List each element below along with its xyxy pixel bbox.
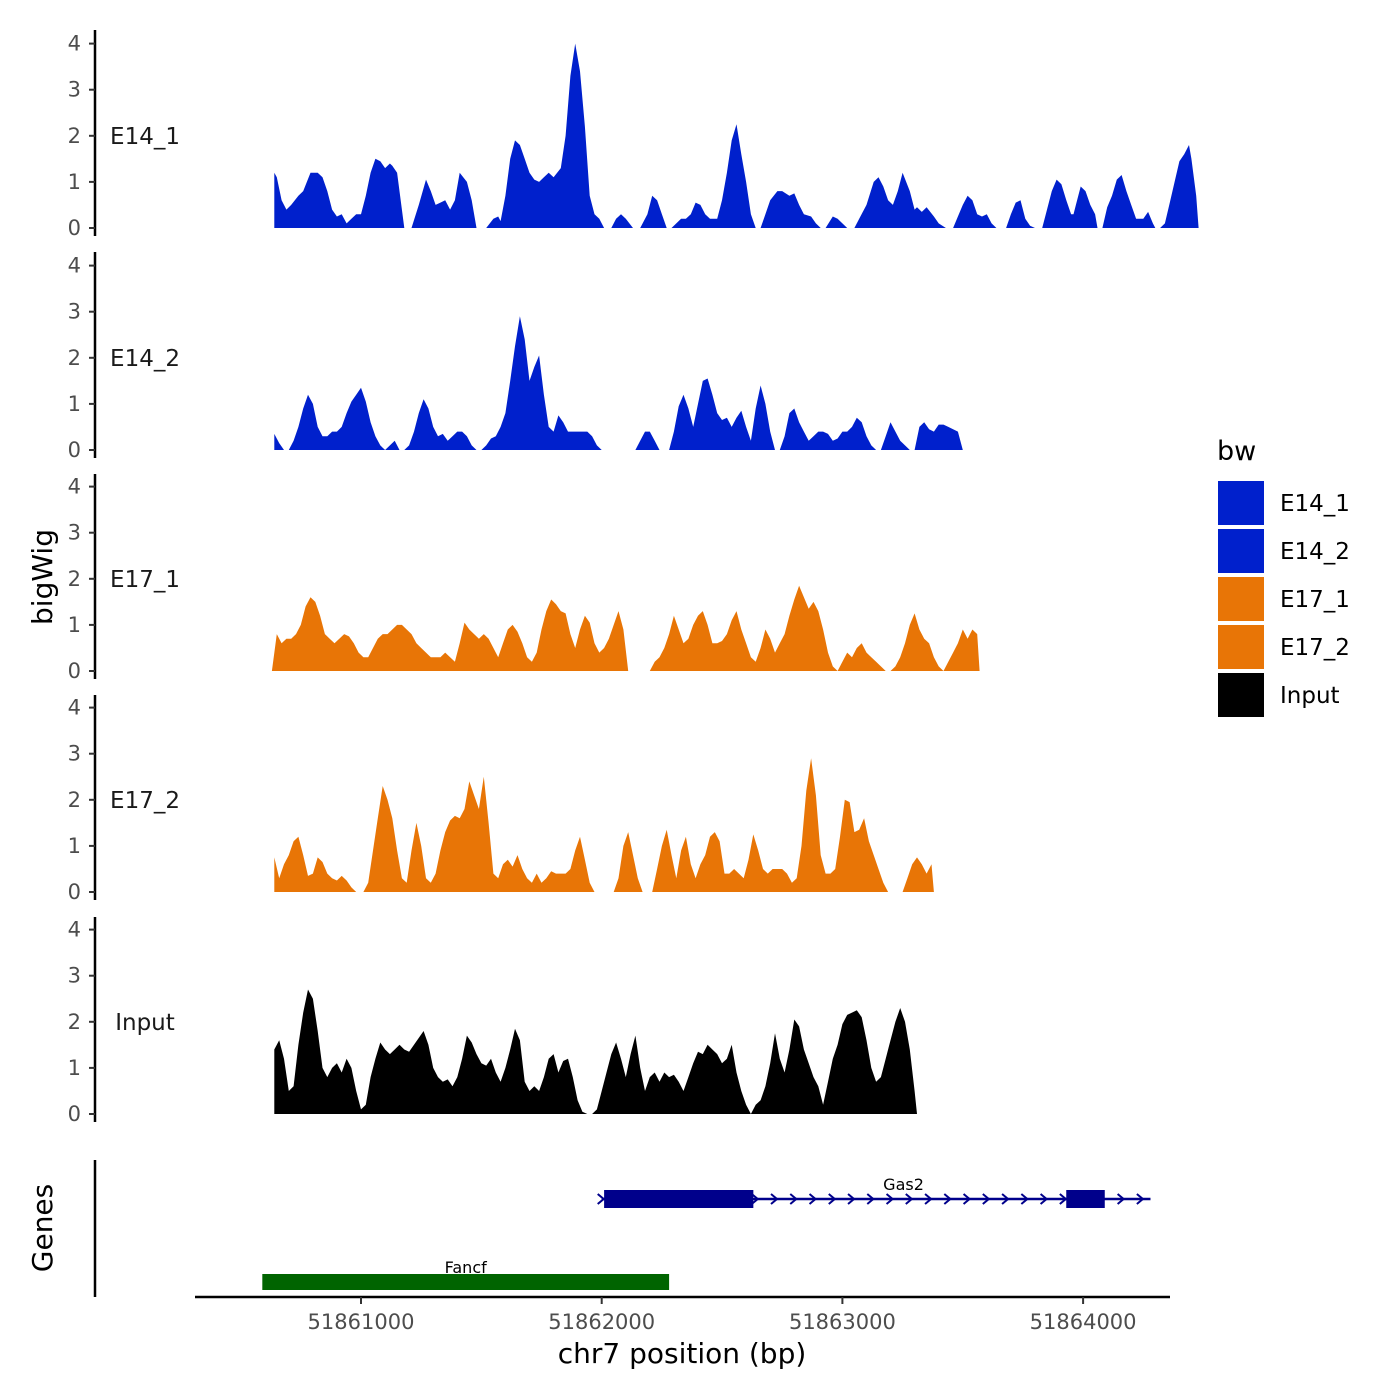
panel-e17-1: 0 1 2 3 4 E17_1 <box>68 474 980 683</box>
y-tick-label: 0 <box>68 659 81 683</box>
y-tick-label: 3 <box>68 78 81 102</box>
track-label: E14_1 <box>110 124 180 150</box>
legend-label: E14_2 <box>1280 539 1350 565</box>
y-tick-label: 1 <box>68 613 81 637</box>
y-tick-label: 3 <box>68 742 81 766</box>
strand-arrow <box>751 1193 760 1205</box>
genes-track: Gas2 Fancf <box>93 1160 1151 1297</box>
y-tick-label: 3 <box>68 964 81 988</box>
y-tick-label: 1 <box>68 834 81 858</box>
y-tick-label: 3 <box>68 300 81 324</box>
strand-arrow <box>866 1193 875 1205</box>
y-tick-label: 4 <box>68 918 81 942</box>
y-tick-label: 2 <box>68 788 81 812</box>
legend-swatch <box>1218 673 1264 717</box>
gas2-label: Gas2 <box>883 1175 924 1194</box>
y-tick-label: 2 <box>68 1010 81 1034</box>
panel-input: 0 1 2 3 4 Input <box>68 917 917 1126</box>
strand-arrow <box>982 1193 991 1205</box>
x-tick-label: 51861000 <box>308 1310 415 1334</box>
coverage-area-input <box>274 989 917 1114</box>
x-tick-label: 51862000 <box>548 1310 655 1334</box>
y-tick-label: 2 <box>68 124 81 148</box>
legend-entries: E14_1 E14_2 E17_1 E17_2 Input <box>1218 481 1350 717</box>
track-label: E17_2 <box>110 788 180 814</box>
y-tick-label: 1 <box>68 170 81 194</box>
strand-arrow <box>1039 1193 1049 1205</box>
legend-label: E17_1 <box>1280 587 1350 613</box>
strand-arrow <box>1136 1193 1145 1205</box>
y-tick-label: 3 <box>68 521 81 545</box>
y-tick-label: 4 <box>68 254 81 278</box>
coverage-area-e14-1 <box>274 43 1199 228</box>
strand-arrow <box>924 1193 933 1205</box>
x-tick-label: 51864000 <box>1030 1310 1137 1334</box>
gas2-exon <box>604 1190 754 1208</box>
gas2-exon <box>1066 1190 1105 1208</box>
coverage-area-e17-2 <box>274 758 934 892</box>
y-tick-label: 0 <box>68 1102 81 1126</box>
y-tick-label: 2 <box>68 346 81 370</box>
strand-arrow <box>847 1193 856 1205</box>
strand-arrow <box>597 1193 606 1205</box>
legend-title: bw <box>1217 436 1256 467</box>
y-tick-label: 2 <box>68 567 81 591</box>
fancf-label: Fancf <box>445 1258 487 1277</box>
y-tick-label: 1 <box>68 1056 81 1080</box>
strand-arrow <box>1059 1193 1068 1205</box>
panel-e14-2: 0 1 2 3 4 E14_2 <box>68 252 963 462</box>
legend-swatch <box>1218 625 1264 669</box>
fancf-exon <box>262 1274 670 1290</box>
legend-label: E17_2 <box>1280 635 1350 661</box>
coverage-area-e14-2 <box>274 316 963 450</box>
strand-arrow <box>905 1193 914 1205</box>
panel-e17-2: 0 1 2 3 4 E17_2 <box>68 695 934 904</box>
coverage-area-e17-1 <box>271 585 980 671</box>
y-tick-label: 1 <box>68 392 81 416</box>
legend-label: E14_1 <box>1280 491 1350 517</box>
coverage-panels: 0 1 2 3 4 E14_1 0 1 2 3 4 E14_2 0 1 2 3 4 E17_1 0 1 2 3 4 E17_2… <box>68 30 1199 1126</box>
y-tick-label: 4 <box>68 32 81 56</box>
strand-arrow <box>943 1193 952 1205</box>
panel-e14-1: 0 1 2 3 4 E14_1 <box>68 30 1199 240</box>
x-axis: 51861000 51862000 51863000 51864000 chr7 po… <box>195 1295 1170 1370</box>
x-axis-title: chr7 position (bp) <box>558 1337 807 1370</box>
strand-arrow <box>1116 1193 1126 1205</box>
x-tick-label: 51863000 <box>789 1310 896 1334</box>
track-label: Input <box>115 1010 175 1036</box>
genes-axis-title: Genes <box>26 1184 59 1272</box>
legend-swatch <box>1218 529 1264 573</box>
track-label: E14_2 <box>110 346 180 372</box>
track-label: E17_1 <box>110 567 180 593</box>
y-tick-label: 0 <box>68 880 81 904</box>
y-tick-label: 0 <box>68 216 81 240</box>
y-tick-label: 4 <box>68 475 81 499</box>
legend: bw E14_1 E14_2 E17_1 E17_2 Input <box>1217 436 1350 717</box>
strand-arrow <box>828 1193 837 1205</box>
strand-arrow <box>962 1193 972 1205</box>
strand-arrow <box>808 1193 818 1205</box>
strand-arrow <box>789 1193 798 1205</box>
y-axis-title: bigWig <box>26 529 59 625</box>
gene-gas2: Gas2 <box>597 1175 1151 1208</box>
x-ticks: 51861000 51862000 51863000 51864000 <box>308 1297 1137 1334</box>
y-tick-label: 4 <box>68 696 81 720</box>
strand-arrow <box>1020 1193 1029 1205</box>
y-tick-label: 0 <box>68 438 81 462</box>
strand-arrow <box>1001 1193 1010 1205</box>
legend-swatch <box>1218 577 1264 621</box>
strand-arrow <box>885 1193 895 1205</box>
legend-swatch <box>1218 481 1264 525</box>
strand-arrow <box>770 1193 779 1205</box>
gene-fancf: Fancf <box>262 1258 670 1290</box>
legend-label: Input <box>1280 683 1340 709</box>
